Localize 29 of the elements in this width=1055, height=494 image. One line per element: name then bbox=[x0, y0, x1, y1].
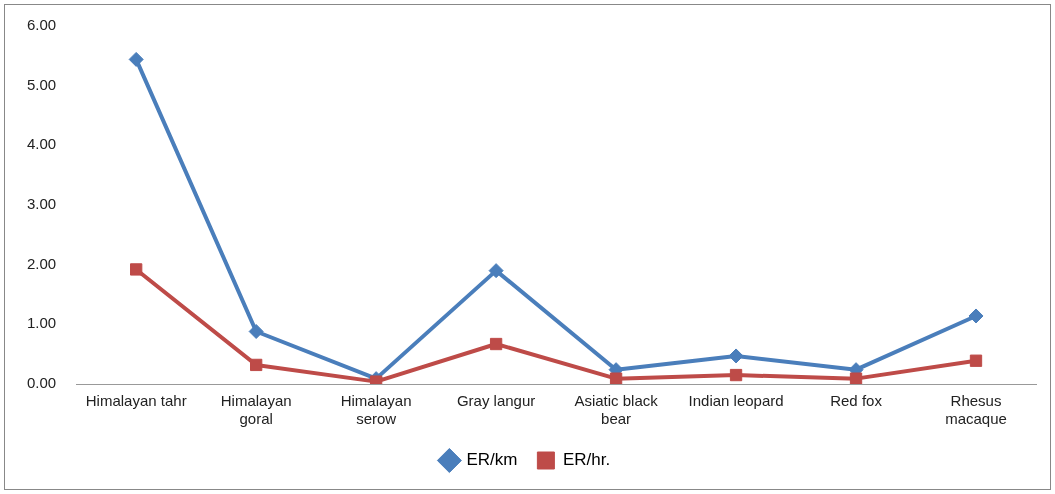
point bbox=[728, 348, 744, 364]
point bbox=[609, 372, 623, 384]
point bbox=[968, 308, 984, 324]
point bbox=[248, 323, 264, 339]
point bbox=[130, 263, 143, 276]
point bbox=[729, 368, 743, 382]
point bbox=[250, 358, 263, 372]
point bbox=[488, 263, 504, 279]
x-tick-label: Himalayan goral bbox=[220, 392, 292, 428]
y-tick-label: 5.00 bbox=[26, 75, 57, 93]
point bbox=[489, 337, 503, 351]
legend-label: ER/hr. bbox=[562, 450, 611, 470]
y-tick-label: 2.00 bbox=[26, 254, 57, 272]
x-tick-label: Himalayan tahr bbox=[85, 392, 187, 410]
x-tick-label: Himalayan serow bbox=[340, 392, 412, 428]
x-tick-label: Gray langur bbox=[456, 392, 536, 410]
y-tick-label: 6.00 bbox=[26, 16, 57, 34]
x-tick-label: Red fox bbox=[830, 392, 883, 410]
x-tick-label: Asiatic black bear bbox=[574, 392, 659, 428]
y-tick-label: 0.00 bbox=[26, 374, 57, 392]
point bbox=[969, 354, 983, 367]
y-tick-label: 4.00 bbox=[26, 135, 57, 153]
point bbox=[849, 372, 863, 384]
y-tick-label: 3.00 bbox=[26, 195, 57, 213]
y-tick-label: 1.00 bbox=[26, 314, 57, 332]
point bbox=[128, 51, 144, 67]
x-tick-label: Rhesus macaque bbox=[945, 392, 1007, 428]
x-tick-label: Indian leopard bbox=[688, 392, 784, 410]
legend-label: ER/km bbox=[466, 450, 518, 470]
